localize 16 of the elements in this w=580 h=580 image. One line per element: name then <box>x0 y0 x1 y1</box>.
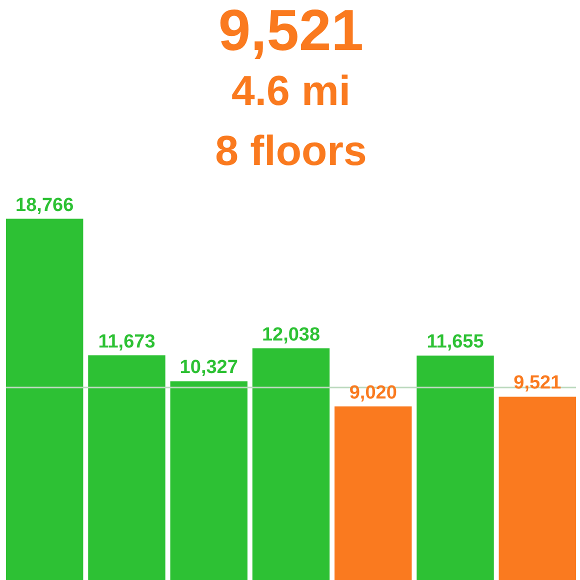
data-label: 9,020 <box>349 382 397 404</box>
data-label: 11,655 <box>426 332 484 353</box>
bar <box>6 218 84 580</box>
bar <box>498 396 576 580</box>
data-label: 18,766 <box>16 194 74 216</box>
data-label: 11,673 <box>98 331 156 352</box>
bar <box>88 355 166 580</box>
data-label: 9,521 <box>514 372 562 394</box>
chart-subtitle: 4.6 mi 8 floors <box>215 67 367 174</box>
bar <box>170 381 248 580</box>
data-label: 10,327 <box>180 357 238 378</box>
bar <box>252 348 330 580</box>
chart-title: 9,521 <box>218 0 364 63</box>
bar <box>334 406 412 580</box>
data-label: 12,038 <box>262 324 320 346</box>
bar <box>416 356 494 580</box>
